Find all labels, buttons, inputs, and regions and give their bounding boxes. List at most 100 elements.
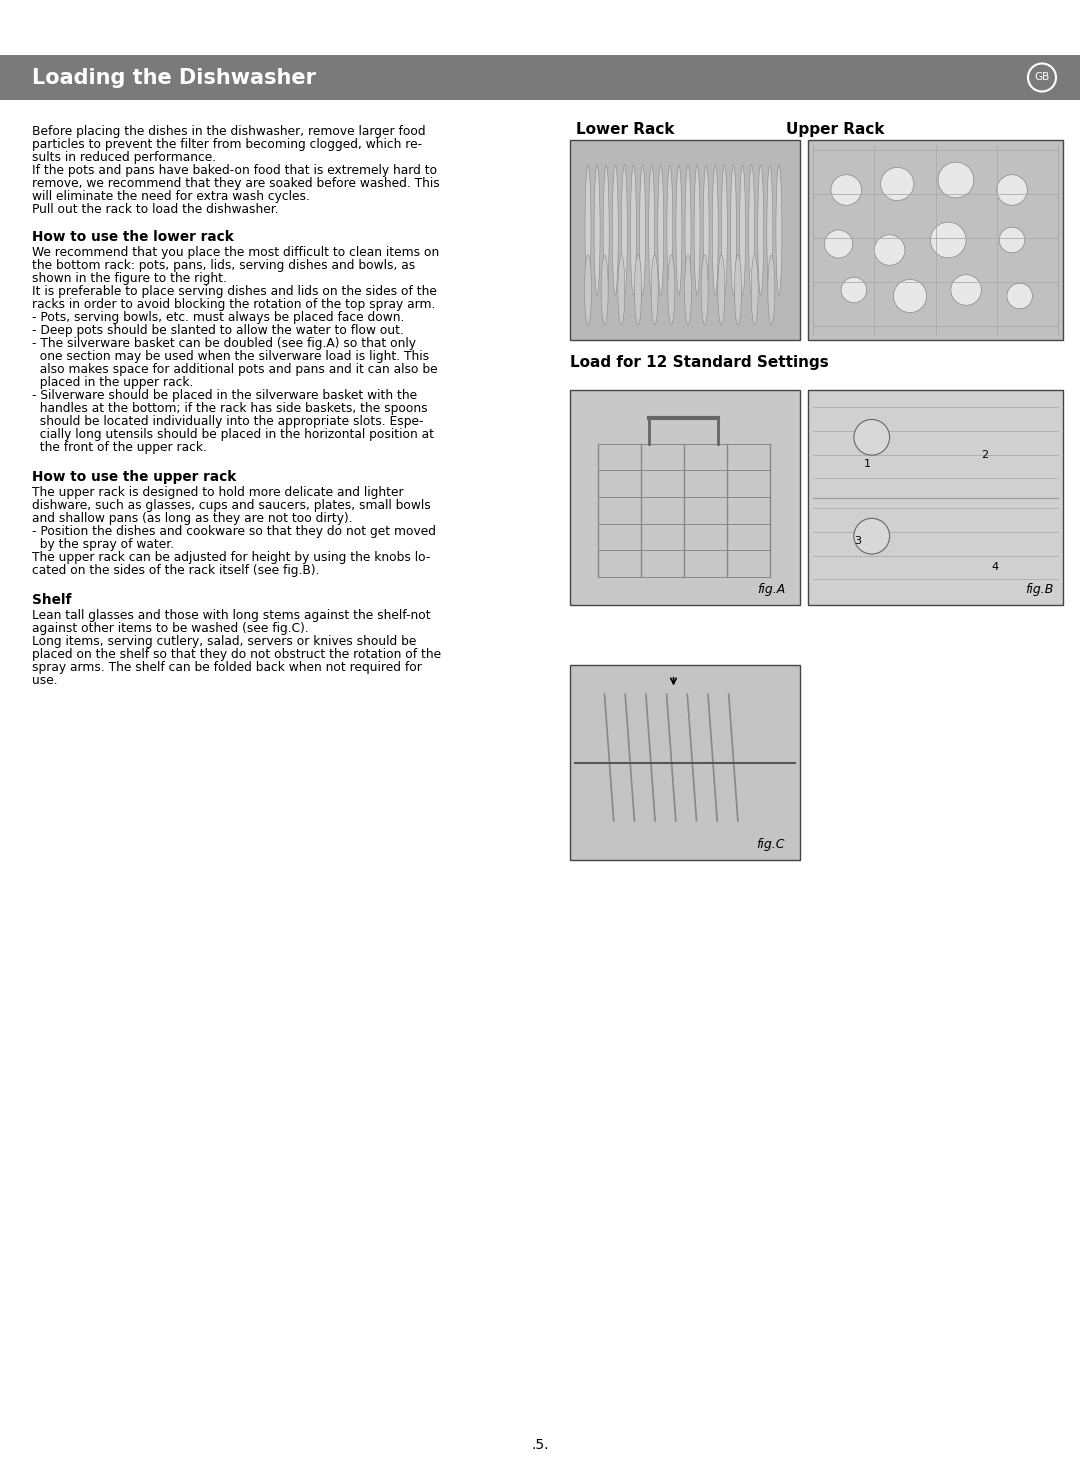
Ellipse shape [713,166,718,295]
Text: fig.C: fig.C [756,839,785,850]
Ellipse shape [621,166,627,295]
Text: 3: 3 [854,537,861,547]
Text: cially long utensils should be placed in the horizontal position at: cially long utensils should be placed in… [32,428,434,441]
Circle shape [893,280,927,312]
Ellipse shape [612,166,618,295]
Text: How to use the upper rack: How to use the upper rack [32,471,237,484]
Circle shape [854,519,890,554]
Circle shape [950,274,982,305]
Text: Pull out the rack to load the dishwasher.: Pull out the rack to load the dishwasher… [32,204,279,216]
Ellipse shape [631,166,636,295]
Text: - Pots, serving bowls, etc. must always be placed face down.: - Pots, serving bowls, etc. must always … [32,311,404,324]
Text: 4: 4 [991,561,999,572]
Bar [808,139,1063,340]
Ellipse shape [667,255,675,325]
Ellipse shape [649,166,654,295]
Circle shape [875,235,905,265]
Text: shown in the figure to the right.: shown in the figure to the right. [32,271,227,284]
Circle shape [930,223,967,258]
Text: fig.B: fig.B [1026,583,1054,597]
Ellipse shape [604,166,609,295]
Ellipse shape [758,166,764,295]
Ellipse shape [651,255,658,325]
Text: If the pots and pans have baked-on food that is extremely hard to: If the pots and pans have baked-on food … [32,164,437,177]
Text: one section may be used when the silverware load is light. This: one section may be used when the silverw… [32,350,429,364]
Ellipse shape [635,255,642,325]
Ellipse shape [658,166,664,295]
Ellipse shape [775,166,782,295]
Text: Load for 12 Standard Settings: Load for 12 Standard Settings [570,355,828,369]
Circle shape [997,174,1027,205]
Circle shape [939,163,974,198]
Ellipse shape [718,255,725,325]
Text: Loading the Dishwasher: Loading the Dishwasher [32,67,316,88]
Bar [570,390,800,605]
Ellipse shape [594,166,600,295]
Ellipse shape [721,166,727,295]
Text: 1: 1 [864,459,872,469]
Text: cated on the sides of the rack itself (see fig.B).: cated on the sides of the rack itself (s… [32,564,320,578]
Ellipse shape [767,166,773,295]
Ellipse shape [618,255,625,325]
Text: Before placing the dishes in the dishwasher, remove larger food: Before placing the dishes in the dishwas… [32,125,426,138]
Bar [0,56,1080,100]
Ellipse shape [685,255,691,325]
Text: handles at the bottom; if the rack has side baskets, the spoons: handles at the bottom; if the rack has s… [32,402,428,415]
Text: also makes space for additional pots and pans and it can also be: also makes space for additional pots and… [32,364,437,377]
Text: The upper rack is designed to hold more delicate and lighter: The upper rack is designed to hold more … [32,485,404,498]
Text: sults in reduced performance.: sults in reduced performance. [32,151,216,164]
Circle shape [824,230,852,258]
Text: We recommend that you place the most difficult to clean items on: We recommend that you place the most dif… [32,246,440,259]
Text: particles to prevent the filter from becoming clogged, which re-: particles to prevent the filter from bec… [32,138,422,151]
Circle shape [999,227,1025,252]
Ellipse shape [584,255,592,325]
Text: Lean tall glasses and those with long stems against the shelf-not: Lean tall glasses and those with long st… [32,608,431,622]
Text: placed on the shelf so that they do not obstruct the rotation of the: placed on the shelf so that they do not … [32,648,441,661]
Text: spray arms. The shelf can be folded back when not required for: spray arms. The shelf can be folded back… [32,661,422,674]
Text: 2: 2 [982,450,988,460]
Circle shape [1007,283,1032,309]
Text: GB: GB [1035,72,1050,82]
Ellipse shape [768,255,774,325]
Text: .5.: .5. [531,1438,549,1451]
Ellipse shape [585,166,591,295]
Ellipse shape [666,166,673,295]
Text: against other items to be washed (see fig.C).: against other items to be washed (see fi… [32,622,309,635]
Ellipse shape [639,166,646,295]
Ellipse shape [685,166,691,295]
Text: use.: use. [32,674,57,688]
Circle shape [841,277,866,303]
Circle shape [831,174,862,205]
Ellipse shape [694,166,700,295]
Text: - Position the dishes and cookware so that they do not get moved: - Position the dishes and cookware so th… [32,525,436,538]
Text: will eliminate the need for extra wash cycles.: will eliminate the need for extra wash c… [32,191,310,204]
Text: - Deep pots should be slanted to allow the water to flow out.: - Deep pots should be slanted to allow t… [32,324,404,337]
Text: placed in the upper rack.: placed in the upper rack. [32,377,193,388]
Bar [570,666,800,861]
Ellipse shape [730,166,737,295]
Text: and shallow pans (as long as they are not too dirty).: and shallow pans (as long as they are no… [32,512,353,525]
Text: - Silverware should be placed in the silverware basket with the: - Silverware should be placed in the sil… [32,388,417,402]
Text: fig.A: fig.A [757,583,785,597]
Text: Upper Rack: Upper Rack [786,122,885,136]
Bar [570,139,800,340]
Ellipse shape [752,255,758,325]
Text: remove, we recommend that they are soaked before washed. This: remove, we recommend that they are soake… [32,177,440,191]
Ellipse shape [748,166,755,295]
Text: the bottom rack: pots, pans, lids, serving dishes and bowls, as: the bottom rack: pots, pans, lids, servi… [32,259,415,271]
Bar [808,390,1063,605]
Text: dishware, such as glasses, cups and saucers, plates, small bowls: dishware, such as glasses, cups and sauc… [32,498,431,512]
Text: the front of the upper rack.: the front of the upper rack. [32,441,207,454]
Text: Shelf: Shelf [32,594,71,607]
Text: How to use the lower rack: How to use the lower rack [32,230,233,245]
Circle shape [880,167,914,201]
Text: It is preferable to place serving dishes and lids on the sides of the: It is preferable to place serving dishes… [32,284,437,298]
Text: should be located individually into the appropriate slots. Espe-: should be located individually into the … [32,415,423,428]
Text: racks in order to avoid blocking the rotation of the top spray arm.: racks in order to avoid blocking the rot… [32,298,435,311]
Ellipse shape [701,255,708,325]
Ellipse shape [740,166,745,295]
Text: The upper rack can be adjusted for height by using the knobs lo-: The upper rack can be adjusted for heigh… [32,551,430,564]
Ellipse shape [676,166,681,295]
Text: Long items, serving cutlery, salad, servers or knives should be: Long items, serving cutlery, salad, serv… [32,635,417,648]
Circle shape [854,419,890,454]
